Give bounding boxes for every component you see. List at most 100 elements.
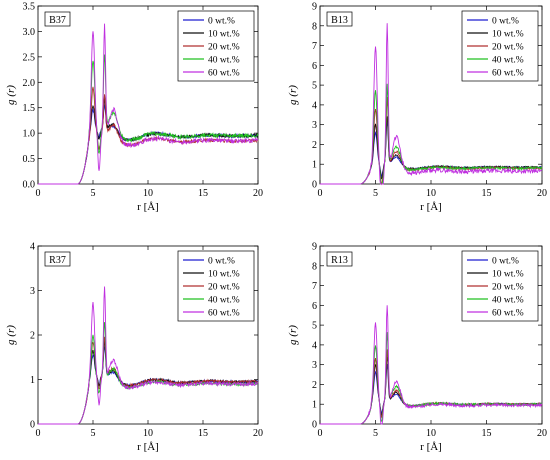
y-tick-label: 8 <box>312 21 317 32</box>
x-tick-label: 20 <box>253 428 263 439</box>
legend-entry: 20 wt.% <box>208 283 240 293</box>
series-line-60wt <box>38 23 259 185</box>
x-tick-label: 10 <box>426 188 436 199</box>
y-tick-label: 3.5 <box>23 2 36 13</box>
y-tick-label: 0.5 <box>23 154 36 165</box>
legend-entry: 40 wt.% <box>208 56 240 66</box>
y-tick-label: 7 <box>312 41 317 52</box>
y-tick-label: 3 <box>312 360 317 371</box>
legend: 0 wt.% 10 wt.% 20 wt.% 40 wt.% 60 wt.% <box>461 250 539 322</box>
x-axis-label: r [Å] <box>137 201 159 213</box>
y-tick-label: 8 <box>312 261 317 272</box>
series-line-0wt <box>320 119 543 185</box>
panel-label-box <box>44 11 71 27</box>
y-tick-label: 2.5 <box>23 52 36 63</box>
y-tick-label: 5 <box>312 321 317 332</box>
legend-entry: 20 wt.% <box>492 283 524 293</box>
x-tick-label: 20 <box>253 188 263 199</box>
legend-entry: 20 wt.% <box>492 43 524 53</box>
legend-entry: 0 wt.% <box>208 257 235 267</box>
legend: 0 wt.% 10 wt.% 20 wt.% 40 wt.% 60 wt.% <box>177 250 255 322</box>
x-tick-label: 5 <box>373 188 378 199</box>
y-axis-label: g (r) <box>287 85 299 105</box>
x-tick-label: 15 <box>198 188 208 199</box>
panel-label-text: B37 <box>49 15 66 26</box>
x-axis-label: r [Å] <box>420 201 442 213</box>
series-line-0wt <box>38 103 259 185</box>
x-tick-label: 0 <box>36 428 41 439</box>
legend-entry: 20 wt.% <box>208 43 240 53</box>
y-axis-label: g (r) <box>5 85 17 105</box>
y-tick-label: 6 <box>312 61 317 72</box>
panel-label-box <box>44 251 71 267</box>
x-tick-label: 20 <box>537 428 547 439</box>
x-tick-label: 5 <box>373 428 378 439</box>
x-tick-label: 10 <box>426 428 436 439</box>
y-tick-label: 4 <box>312 340 317 351</box>
x-tick-label: 20 <box>537 188 547 199</box>
y-tick-label: 6 <box>312 301 317 312</box>
x-tick-label: 0 <box>36 188 41 199</box>
series-line-10wt <box>320 356 543 425</box>
y-tick-label: 9 <box>312 242 317 253</box>
series-line-10wt <box>320 116 543 185</box>
y-tick-label: 1 <box>312 160 317 171</box>
x-tick-label: 10 <box>143 428 153 439</box>
x-tick-label: 15 <box>198 428 208 439</box>
y-tick-label: 3 <box>312 120 317 131</box>
y-tick-label: 2 <box>312 140 317 151</box>
y-tick-label: 4 <box>312 100 317 111</box>
legend-entry: 0 wt.% <box>492 257 519 267</box>
legend-entry: 10 wt.% <box>492 270 524 280</box>
panel-label-box <box>326 251 353 267</box>
y-tick-label: 1 <box>312 400 317 411</box>
y-axis-label: g (r) <box>287 325 299 345</box>
legend-entry: 40 wt.% <box>492 56 524 66</box>
y-axis-label: g (r) <box>5 325 17 345</box>
x-tick-label: 15 <box>482 188 492 199</box>
legend-entry: 60 wt.% <box>492 309 524 319</box>
series-line-40wt <box>320 332 543 425</box>
y-tick-label: 5 <box>312 81 317 92</box>
chart-panel-r13: 0 5 10 15 20 0 1 2 3 4 5 6 7 8 9 r [Å] g (r) R13 0 wt.% 10 … <box>287 242 547 454</box>
legend-entry: 40 wt.% <box>208 296 240 306</box>
legend: 0 wt.% 10 wt.% 20 wt.% 40 wt.% 60 wt.% <box>461 10 539 82</box>
y-tick-label: 1.0 <box>23 129 36 140</box>
legend-entry: 0 wt.% <box>492 17 519 27</box>
y-tick-label: 1 <box>30 375 35 386</box>
chart-panel-b13: 0 5 10 15 20 0 1 2 3 4 5 6 7 8 9 r [Å] g (r) B13 0 wt.% 10 … <box>287 2 547 214</box>
legend-entry: 60 wt.% <box>208 309 240 319</box>
y-tick-label: 0 <box>312 420 317 431</box>
y-tick-label: 0 <box>312 180 317 191</box>
legend-entry: 10 wt.% <box>208 270 240 280</box>
legend-entry: 0 wt.% <box>208 17 235 27</box>
panel-label: R13 <box>326 251 353 267</box>
series-line-60wt <box>38 286 259 425</box>
y-tick-label: 2 <box>30 331 35 342</box>
series-line-0wt <box>320 363 543 425</box>
legend-entry: 10 wt.% <box>492 30 524 40</box>
legend-entry: 60 wt.% <box>208 69 240 79</box>
legend-entry: 10 wt.% <box>208 30 240 40</box>
chart-panel-b37: 0 5 10 15 20 0.0 0.5 1.0 1.5 2.0 2.5 3.0 3.5 r [Å] g (… <box>5 2 263 214</box>
series-line-60wt <box>320 305 543 425</box>
legend-entry: 40 wt.% <box>492 296 524 306</box>
panel-label-text: R37 <box>49 255 66 266</box>
y-tick-label: 1.5 <box>23 103 36 114</box>
x-tick-label: 15 <box>482 428 492 439</box>
panel-label-text: B13 <box>331 15 348 26</box>
series-line-0wt <box>38 346 259 425</box>
y-tick-label: 4 <box>30 242 35 253</box>
chart-panel-r37: 0 5 10 15 20 0 1 2 3 4 r [Å] g (r) R37 0 wt.% 10 wt.% 2… <box>5 242 263 454</box>
x-tick-label: 0 <box>318 428 323 439</box>
y-tick-label: 2 <box>312 380 317 391</box>
panel-label-text: R13 <box>331 255 348 266</box>
y-tick-label: 9 <box>312 2 317 13</box>
series-line-60wt <box>320 23 543 185</box>
y-tick-label: 0 <box>30 420 35 431</box>
x-tick-label: 10 <box>143 188 153 199</box>
panel-label: B37 <box>44 11 71 27</box>
x-axis-label: r [Å] <box>137 441 159 453</box>
legend-entry: 60 wt.% <box>492 69 524 79</box>
